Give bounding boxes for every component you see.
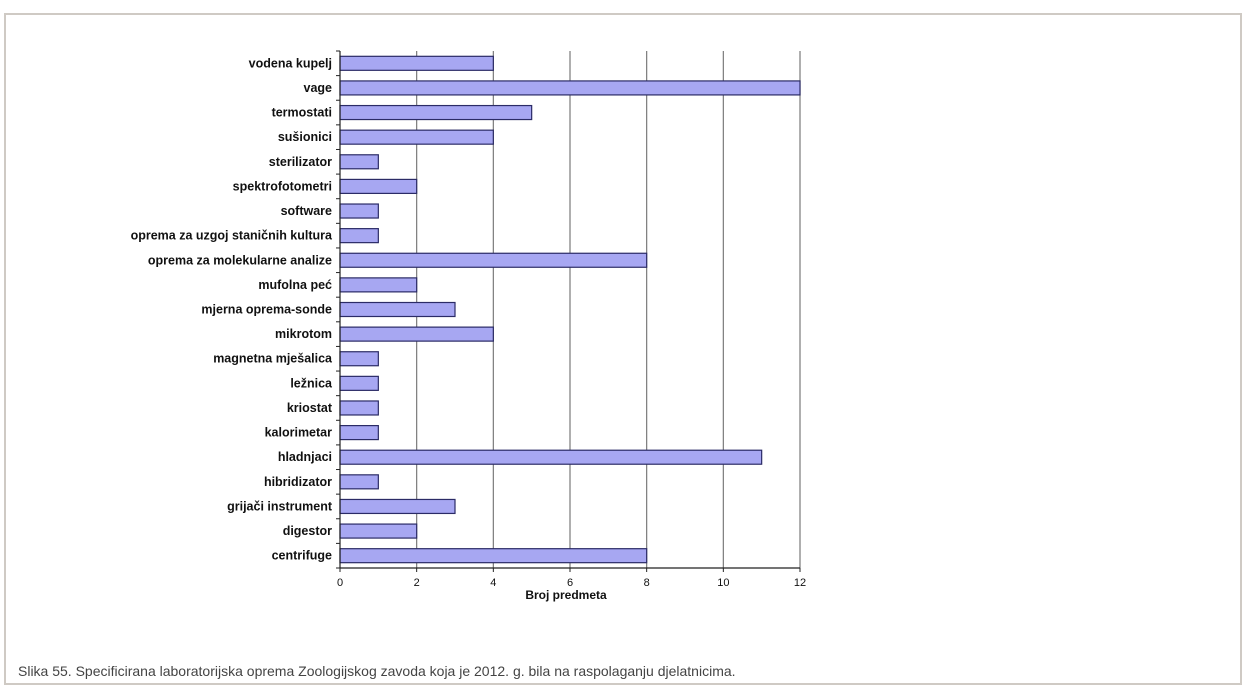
category-label: mufolna peć (258, 278, 332, 292)
x-tick-label: 12 (794, 577, 806, 589)
figure-frame: vodena kupelj vage termostati sušionici ster… (4, 13, 1242, 685)
bar (339, 154, 379, 170)
bar (339, 80, 801, 96)
tick-labels: 0 2 4 6 8 10 12 (337, 577, 806, 589)
bar (339, 326, 494, 342)
category-label: hibridizator (264, 475, 332, 489)
bar (339, 424, 379, 441)
category-labels: vodena kupelj vage termostati sušionici ster… (131, 56, 333, 562)
bar (339, 449, 763, 465)
bar (339, 129, 494, 145)
category-label: mikrotom (275, 327, 332, 341)
x-tick-label: 4 (490, 577, 496, 589)
category-label: kriostat (287, 401, 333, 415)
category-label: spektrofotometri (233, 179, 332, 193)
gridlines (416, 51, 801, 568)
category-label: ležnica (290, 376, 333, 390)
bar (339, 228, 379, 244)
category-label: sterilizator (269, 155, 332, 169)
bar (339, 104, 533, 121)
bar (339, 55, 494, 71)
x-axis-title: Broj predmeta (525, 588, 607, 602)
bar (339, 548, 648, 564)
bar (339, 203, 379, 219)
bar (339, 498, 456, 515)
bar (339, 277, 418, 293)
category-label: digestor (283, 524, 332, 538)
category-label: vodena kupelj (249, 56, 332, 70)
category-label: kalorimetar (265, 426, 333, 440)
bar (339, 523, 418, 539)
bar (339, 400, 379, 416)
x-tick-label: 10 (717, 577, 729, 589)
x-tick-label: 2 (414, 577, 420, 589)
bar (339, 351, 379, 367)
bar (339, 375, 379, 391)
category-label: hladnjaci (278, 450, 332, 464)
category-label: oprema za uzgoj staničnih kultura (131, 229, 333, 243)
category-label: mjerna oprema-sonde (201, 303, 332, 317)
category-label: vage (304, 81, 333, 95)
bar-chart: vodena kupelj vage termostati sušionici ster… (131, 50, 806, 602)
figure-caption: Slika 55. Specificirana laboratorijska o… (18, 663, 736, 679)
bar (339, 252, 648, 268)
category-label: termostati (272, 106, 332, 120)
bar (339, 301, 456, 318)
bar (339, 178, 418, 195)
bar (339, 474, 379, 490)
category-label: grijači instrument (227, 499, 333, 513)
category-label: magnetna mješalica (213, 352, 333, 366)
category-label: centrifuge (272, 549, 332, 563)
x-tick-label: 8 (644, 577, 650, 589)
x-tick-label: 6 (567, 577, 573, 589)
axes (336, 50, 801, 572)
category-label: software (281, 204, 332, 218)
category-label: sušionici (278, 130, 332, 144)
x-tick-label: 0 (337, 577, 343, 589)
category-label: oprema za molekularne analize (148, 253, 332, 267)
